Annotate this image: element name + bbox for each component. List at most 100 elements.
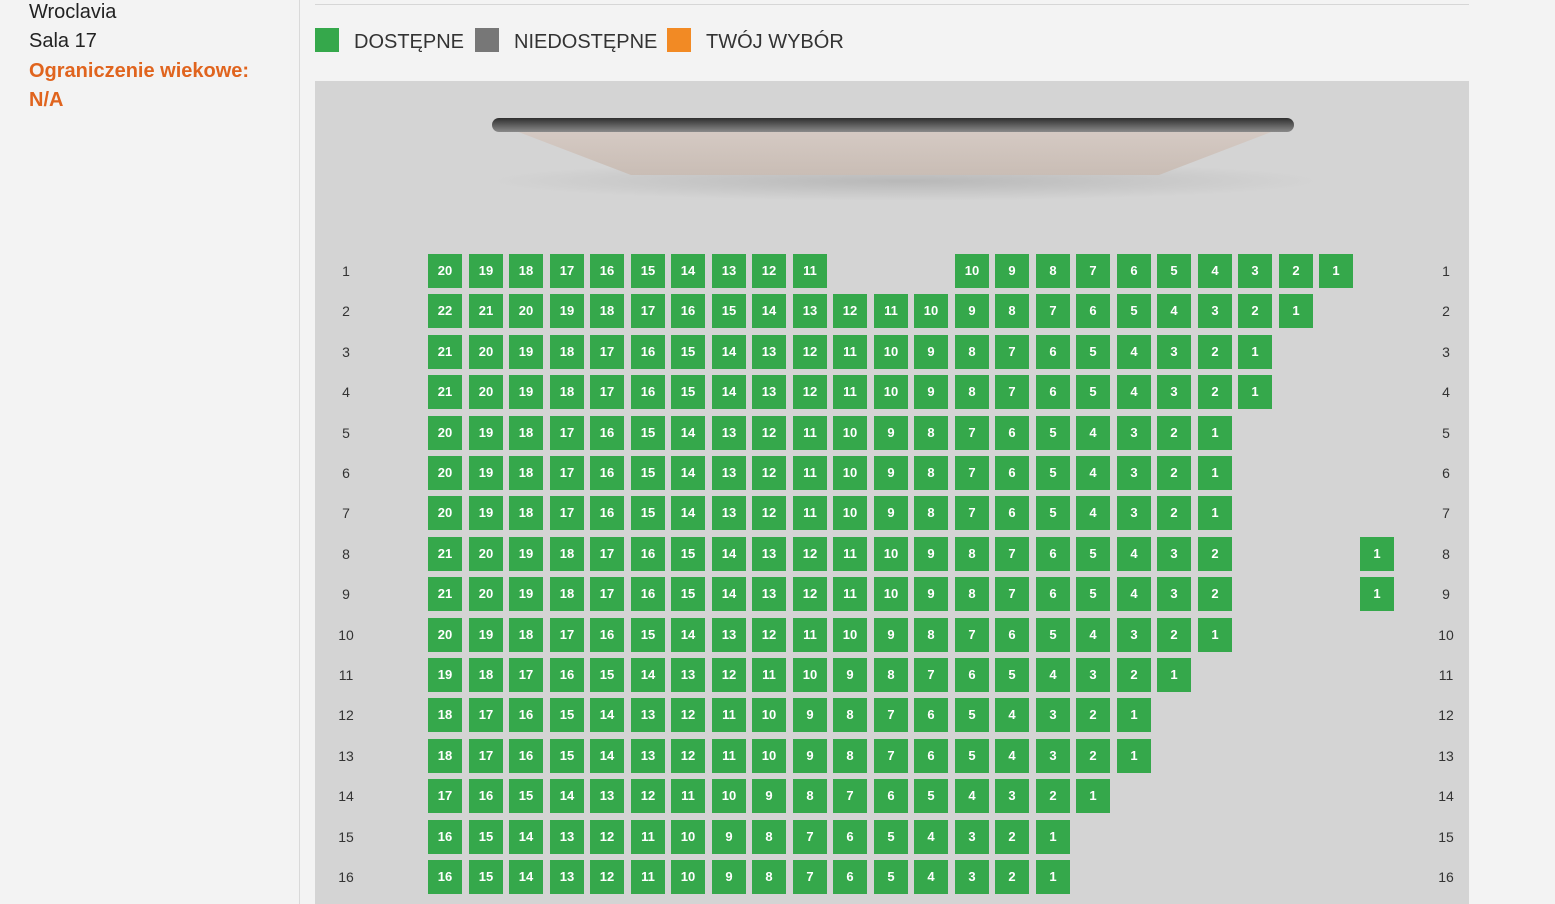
seat-row-4-3[interactable]: 3: [1157, 375, 1191, 409]
seat-row-10-16[interactable]: 16: [590, 618, 624, 652]
seat-row-6-5[interactable]: 5: [1036, 456, 1070, 490]
seat-row-6-17[interactable]: 17: [550, 456, 584, 490]
seat-row-13-6[interactable]: 6: [914, 739, 948, 773]
seat-row-10-5[interactable]: 5: [1036, 618, 1070, 652]
seat-row-5-17[interactable]: 17: [550, 416, 584, 450]
seat-row-11-9[interactable]: 9: [833, 658, 867, 692]
seat-row-7-9[interactable]: 9: [874, 496, 908, 530]
seat-row-14-7[interactable]: 7: [833, 779, 867, 813]
seat-row-15-5[interactable]: 5: [874, 820, 908, 854]
seat-row-2-20[interactable]: 20: [509, 294, 543, 328]
seat-row-2-19[interactable]: 19: [550, 294, 584, 328]
seat-row-7-12[interactable]: 12: [752, 496, 786, 530]
seat-row-7-8[interactable]: 8: [914, 496, 948, 530]
seat-row-1-3[interactable]: 3: [1238, 254, 1272, 288]
seat-row-4-9[interactable]: 9: [914, 375, 948, 409]
seat-row-10-17[interactable]: 17: [550, 618, 584, 652]
seat-row-12-3[interactable]: 3: [1036, 698, 1070, 732]
seat-row-13-11[interactable]: 11: [712, 739, 746, 773]
seat-row-1-18[interactable]: 18: [509, 254, 543, 288]
seat-row-3-12[interactable]: 12: [793, 335, 827, 369]
seat-row-11-6[interactable]: 6: [955, 658, 989, 692]
seat-row-5-19[interactable]: 19: [469, 416, 503, 450]
seat-row-6-3[interactable]: 3: [1117, 456, 1151, 490]
seat-row-9-5[interactable]: 5: [1076, 577, 1110, 611]
seat-row-10-13[interactable]: 13: [712, 618, 746, 652]
seat-row-9-21[interactable]: 21: [428, 577, 462, 611]
seat-row-8-18[interactable]: 18: [550, 537, 584, 571]
seat-row-16-13[interactable]: 13: [550, 860, 584, 894]
seat-row-14-6[interactable]: 6: [874, 779, 908, 813]
seat-row-12-4[interactable]: 4: [995, 698, 1029, 732]
seat-row-8-10[interactable]: 10: [874, 537, 908, 571]
seat-row-4-12[interactable]: 12: [793, 375, 827, 409]
seat-row-16-5[interactable]: 5: [874, 860, 908, 894]
seat-row-1-16[interactable]: 16: [590, 254, 624, 288]
seat-row-10-12[interactable]: 12: [752, 618, 786, 652]
seat-row-12-16[interactable]: 16: [509, 698, 543, 732]
seat-row-1-14[interactable]: 14: [671, 254, 705, 288]
seat-row-16-7[interactable]: 7: [793, 860, 827, 894]
seat-row-2-8[interactable]: 8: [995, 294, 1029, 328]
seat-row-2-6[interactable]: 6: [1076, 294, 1110, 328]
seat-row-3-7[interactable]: 7: [995, 335, 1029, 369]
seat-row-8-21[interactable]: 21: [428, 537, 462, 571]
seat-row-4-7[interactable]: 7: [995, 375, 1029, 409]
seat-row-6-4[interactable]: 4: [1076, 456, 1110, 490]
seat-row-9-6[interactable]: 6: [1036, 577, 1070, 611]
seat-row-12-13[interactable]: 13: [631, 698, 665, 732]
seat-row-5-9[interactable]: 9: [874, 416, 908, 450]
seat-row-4-10[interactable]: 10: [874, 375, 908, 409]
seat-row-2-12[interactable]: 12: [833, 294, 867, 328]
seat-row-10-4[interactable]: 4: [1076, 618, 1110, 652]
seat-row-3-5[interactable]: 5: [1076, 335, 1110, 369]
seat-row-9-13[interactable]: 13: [752, 577, 786, 611]
seat-row-10-9[interactable]: 9: [874, 618, 908, 652]
seat-row-14-10[interactable]: 10: [712, 779, 746, 813]
seat-row-16-10[interactable]: 10: [671, 860, 705, 894]
seat-row-1-17[interactable]: 17: [550, 254, 584, 288]
seat-row-6-2[interactable]: 2: [1157, 456, 1191, 490]
seat-row-4-15[interactable]: 15: [671, 375, 705, 409]
seat-row-8-6[interactable]: 6: [1036, 537, 1070, 571]
seat-row-15-9[interactable]: 9: [712, 820, 746, 854]
seat-row-11-12[interactable]: 12: [712, 658, 746, 692]
seat-row-16-2[interactable]: 2: [995, 860, 1029, 894]
seat-row-3-15[interactable]: 15: [671, 335, 705, 369]
seat-row-6-13[interactable]: 13: [712, 456, 746, 490]
seat-row-8-16[interactable]: 16: [631, 537, 665, 571]
seat-row-2-4[interactable]: 4: [1157, 294, 1191, 328]
seat-row-15-13[interactable]: 13: [550, 820, 584, 854]
seat-row-3-10[interactable]: 10: [874, 335, 908, 369]
seat-row-3-1[interactable]: 1: [1238, 335, 1272, 369]
seat-row-3-4[interactable]: 4: [1117, 335, 1151, 369]
seat-row-8-19[interactable]: 19: [509, 537, 543, 571]
seat-row-11-5[interactable]: 5: [995, 658, 1029, 692]
seat-row-14-17[interactable]: 17: [428, 779, 462, 813]
seat-row-4-6[interactable]: 6: [1036, 375, 1070, 409]
seat-row-12-17[interactable]: 17: [469, 698, 503, 732]
seat-row-13-5[interactable]: 5: [955, 739, 989, 773]
seat-row-16-15[interactable]: 15: [469, 860, 503, 894]
seat-row-16-11[interactable]: 11: [631, 860, 665, 894]
seat-row-2-3[interactable]: 3: [1198, 294, 1232, 328]
seat-row-2-11[interactable]: 11: [874, 294, 908, 328]
seat-row-11-3[interactable]: 3: [1076, 658, 1110, 692]
seat-row-6-7[interactable]: 7: [955, 456, 989, 490]
seat-row-2-1[interactable]: 1: [1279, 294, 1313, 328]
seat-row-3-14[interactable]: 14: [712, 335, 746, 369]
seat-row-6-8[interactable]: 8: [914, 456, 948, 490]
seat-row-10-14[interactable]: 14: [671, 618, 705, 652]
seat-row-8-3[interactable]: 3: [1157, 537, 1191, 571]
seat-row-2-13[interactable]: 13: [793, 294, 827, 328]
seat-row-9-10[interactable]: 10: [874, 577, 908, 611]
seat-row-12-9[interactable]: 9: [793, 698, 827, 732]
seat-row-13-4[interactable]: 4: [995, 739, 1029, 773]
seat-row-10-3[interactable]: 3: [1117, 618, 1151, 652]
seat-row-14-2[interactable]: 2: [1036, 779, 1070, 813]
seat-row-11-7[interactable]: 7: [914, 658, 948, 692]
seat-row-5-8[interactable]: 8: [914, 416, 948, 450]
seat-row-1-20[interactable]: 20: [428, 254, 462, 288]
seat-row-3-21[interactable]: 21: [428, 335, 462, 369]
seat-row-9-3[interactable]: 3: [1157, 577, 1191, 611]
